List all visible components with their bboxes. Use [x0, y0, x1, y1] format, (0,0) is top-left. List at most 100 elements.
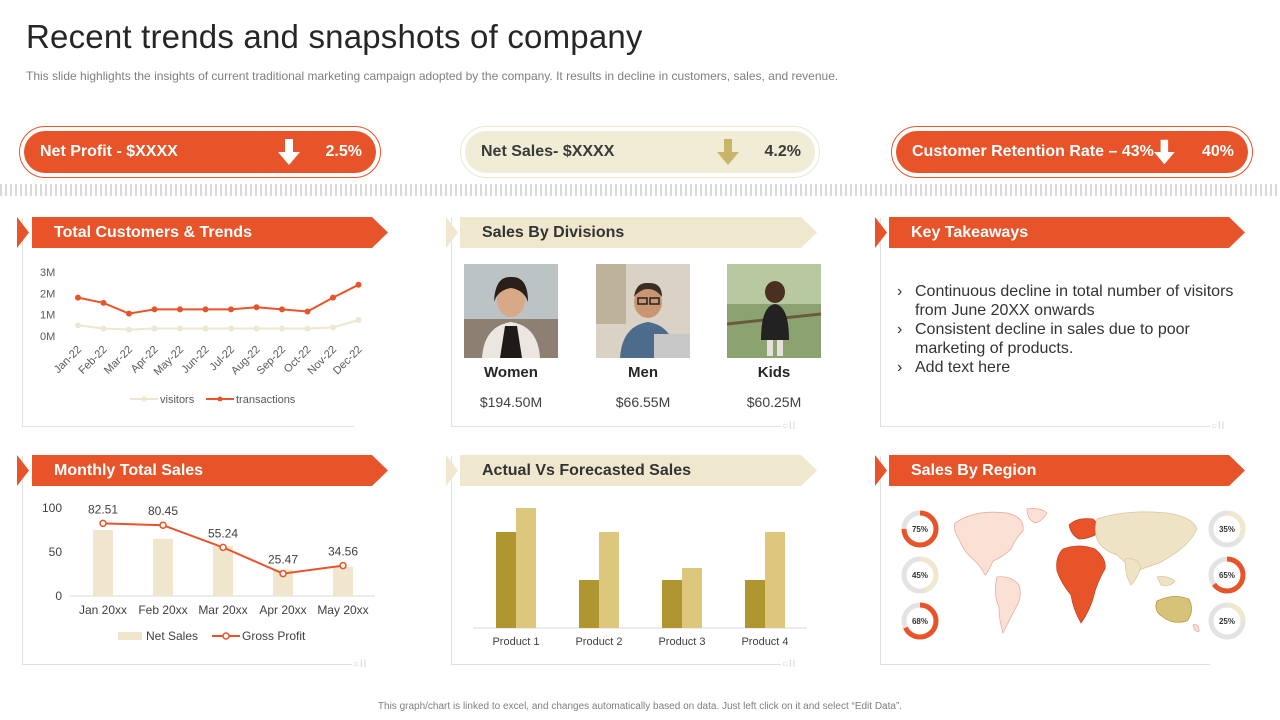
legend-label: visitors [160, 394, 195, 406]
data-label: 25.47 [268, 553, 298, 567]
data-point [228, 306, 234, 313]
bar-series-1 [745, 580, 765, 628]
x-tick-label: Product 4 [741, 636, 788, 648]
x-tick-label: Product 1 [492, 636, 539, 648]
data-point [304, 308, 311, 315]
donut-fill [1208, 556, 1246, 594]
data-point [99, 519, 107, 528]
kpi-net-profit-label: Net Profit - $XXXX [40, 143, 178, 160]
x-tick-label: May 20xx [317, 603, 368, 617]
panel-border [880, 218, 881, 426]
series-line-visitors [77, 319, 359, 331]
panel-border [451, 664, 781, 665]
banner-notch [17, 455, 29, 486]
y-tick-label: 2M [40, 288, 55, 300]
kids-photo [727, 264, 821, 358]
banner-notch [17, 217, 29, 248]
x-tick-label: Apr 20xx [259, 603, 306, 617]
banner-monthly-label: Monthly Total Sales [54, 461, 204, 479]
x-tick-label: Dec-22 [331, 344, 365, 378]
data-point [279, 569, 287, 578]
banner-notch [875, 217, 887, 248]
banner-forecast: Actual Vs Forecasted Sales [460, 455, 817, 486]
donut-label: 68% [912, 617, 928, 626]
banner-region: Sales By Region [889, 455, 1245, 486]
women-photo [464, 264, 558, 358]
panel-dots: ○ǀǀ [782, 659, 797, 670]
donut-label: 35% [1219, 525, 1235, 534]
kpi-net-sales: Net Sales- $XXXX 4.2% [460, 126, 820, 178]
data-point [126, 310, 132, 317]
data-point [355, 317, 362, 323]
bar-series-2 [599, 532, 619, 628]
takeaway-item: Consistent decline in sales due to poor … [895, 320, 1245, 358]
world-map [954, 508, 1200, 634]
banner-notch [446, 217, 458, 248]
data-point [279, 325, 285, 332]
banner-takeaways-label: Key Takeaways [911, 223, 1029, 241]
data-point [75, 322, 81, 329]
banner-forecast-label: Actual Vs Forecasted Sales [482, 461, 691, 479]
panel-border [22, 456, 23, 664]
banner-notch [875, 455, 887, 486]
kpi-net-profit: Net Profit - $XXXX 2.5% [19, 126, 381, 178]
x-tick-label: Product 2 [575, 636, 622, 648]
data-label: 82.51 [88, 502, 118, 516]
banner-customers: Total Customers & Trends [32, 217, 388, 248]
panel-border [880, 456, 881, 664]
division-value: $66.55M [615, 394, 671, 410]
takeaway-item: Add text here [895, 358, 1245, 377]
data-point [279, 306, 285, 313]
panel-dots: ○ǀǀ [353, 659, 368, 670]
data-point [330, 324, 336, 331]
bar-series-2 [765, 532, 785, 628]
panel-border [880, 426, 1210, 427]
legend-label: Gross Profit [242, 629, 306, 643]
data-point [151, 306, 158, 313]
panel-border [22, 426, 354, 427]
panel-border [22, 664, 352, 665]
donut-fill [1208, 510, 1246, 548]
division-name: Kids [757, 364, 791, 381]
kpi-net-sales-pct: 4.2% [764, 143, 801, 160]
division-women: Women $194.50M [461, 264, 561, 410]
sales-by-region-chart: 75% 45% 68% 35% 65% 25% [901, 508, 1246, 640]
legend-marker [222, 632, 230, 640]
arrow-down-icon [278, 139, 300, 165]
x-tick-label: Sep-22 [255, 344, 289, 378]
donut-fill [901, 602, 939, 640]
kpi-retention-pct: 40% [1201, 143, 1234, 160]
division-value: $194.50M [479, 394, 543, 410]
monthly-sales-chart: 100 50 0 82.51 80.45 55.24 25.47 34.56 Jan 20xx F… [42, 501, 375, 643]
men-photo [596, 264, 690, 358]
x-tick-label: Feb 20xx [138, 603, 187, 617]
donut-fill [901, 556, 939, 594]
data-point [100, 299, 107, 306]
data-point [253, 325, 260, 332]
donut-fill [901, 510, 939, 548]
panel-border [451, 218, 452, 426]
legend-label: Net Sales [146, 629, 198, 643]
banner-divisions: Sales By Divisions [460, 217, 817, 248]
forecast-chart: Product 1 Product 2 Product 3 Product 4 [473, 508, 807, 648]
x-tick-label: Jun-22 [179, 344, 211, 376]
data-label: 80.45 [148, 504, 178, 518]
legend-label: transactions [236, 394, 296, 406]
donut-label: 65% [1219, 571, 1235, 580]
data-point [151, 325, 158, 332]
panel-border [880, 664, 1210, 665]
legend-marker [141, 396, 147, 402]
page-title: Recent trends and snapshots of company [26, 18, 643, 55]
data-point [75, 294, 81, 301]
bar-net-sales [93, 530, 113, 596]
panel-dots: ○ǀǀ [782, 421, 797, 432]
kpi-retention: Customer Retention Rate – 43% 40% [891, 126, 1253, 178]
y-tick-label: 1M [40, 310, 55, 322]
footer-note: This graph/chart is linked to excel, and… [377, 701, 903, 712]
y-tick-label: 100 [42, 501, 62, 515]
bar-series-2 [516, 508, 536, 628]
donut-label: 75% [912, 525, 928, 534]
data-point [228, 325, 234, 332]
donut-label: 25% [1219, 617, 1235, 626]
banner-divisions-label: Sales By Divisions [482, 223, 625, 241]
